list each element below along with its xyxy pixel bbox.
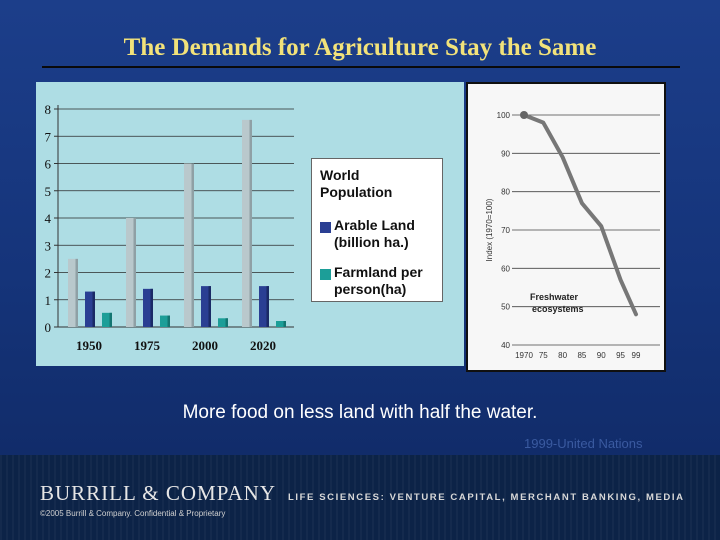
bar-shade-1-3 (266, 286, 269, 327)
series-start-point (520, 111, 528, 119)
x-tick-label: 1950 (76, 338, 102, 353)
bar-shade-0-2 (191, 163, 194, 327)
y-tick-label: 1 (45, 293, 52, 308)
y-tick-label: 50 (501, 303, 510, 312)
source-credit: 1999-United Nations (524, 436, 643, 451)
x-tick-label: 1975 (134, 338, 161, 353)
bar-shade-2-2 (225, 318, 228, 327)
bar-2-1 (160, 315, 170, 327)
y-tick-label: 8 (45, 102, 52, 117)
bar-shade-2-1 (167, 315, 170, 327)
bar-1-1 (143, 288, 153, 327)
bar-1-3 (259, 286, 269, 327)
y-tick-label: 2 (45, 266, 52, 281)
population-bar-chart: 0 1 2 3 4 5 6 7 8 1950 1975 2000 2020 World Populati… (36, 82, 464, 366)
line-chart-svg: 40 50 60 70 80 90 100 Index (1970=100) 1970 75 80 8… (485, 111, 660, 360)
legend-arable-line-2: (billion ha.) (334, 234, 409, 250)
x-tick-label: 90 (597, 351, 606, 360)
series-label-line-2: ecosystems (532, 304, 584, 314)
y-tick-label: 7 (45, 129, 52, 144)
x-tick-label: 2020 (250, 338, 276, 353)
company-tagline: LIFE SCIENCES: VENTURE CAPITAL, MERCHANT… (288, 492, 685, 503)
chart-legend: World Population Arable Land (billion ha… (311, 158, 443, 302)
bar-0-0 (68, 258, 78, 327)
bar-shade-0-3 (249, 119, 252, 328)
bar-shade-2-3 (283, 321, 286, 327)
bar-0-3 (242, 119, 252, 328)
legend-farmland-line-1: Farmland per (334, 264, 423, 280)
series-label-line-1: Freshwater (530, 292, 579, 302)
company-logo: BURRILL & COMPANY (40, 481, 276, 505)
x-tick-label: 99 (632, 351, 641, 360)
freshwater-index-chart: 40 50 60 70 80 90 100 Index (1970=100) 1970 75 80 8… (466, 82, 666, 372)
bar-2-2 (218, 318, 228, 327)
y-tick-label: 100 (497, 111, 511, 120)
x-tick-label: 95 (616, 351, 625, 360)
legend-arable-line-1: Arable Land (334, 217, 415, 233)
title-underline (42, 66, 680, 68)
bar-shade-0-1 (133, 218, 136, 327)
bar-shade-0-0 (75, 258, 78, 327)
legend-population-line-2: Population (320, 184, 393, 200)
x-tick-label: 75 (539, 351, 548, 360)
x-tick-label: 1970 (515, 351, 533, 360)
y-tick-label: 4 (45, 211, 52, 226)
legend-farmland-line-2: person(ha) (334, 281, 407, 297)
legend-arable-swatch (320, 222, 331, 233)
legend-farmland-swatch (320, 269, 331, 280)
bar-2-3 (276, 321, 286, 327)
y-axis-label: Index (1970=100) (485, 198, 494, 261)
slide-caption: More food on less land with half the wat… (182, 402, 538, 423)
y-tick-label: 90 (501, 149, 510, 158)
bar-1-2 (201, 286, 211, 327)
y-tick-label: 60 (501, 264, 510, 273)
x-tick-label: 2000 (192, 338, 218, 353)
legend-population-line-1: World (320, 167, 360, 183)
bar-0-2 (184, 163, 194, 327)
y-tick-label: 5 (45, 184, 52, 199)
x-tick-label: 85 (577, 351, 586, 360)
bar-shade-1-2 (208, 286, 211, 327)
bar-shade-1-0 (92, 291, 95, 327)
footer-bar: BURRILL & COMPANY LIFE SCIENCES: VENTURE… (0, 455, 720, 540)
y-tick-label: 6 (45, 157, 52, 172)
y-tick-label: 40 (501, 341, 510, 350)
slide-title: The Demands for Agriculture Stay the Sam… (123, 34, 597, 61)
y-tick-label: 3 (45, 238, 52, 253)
bar-1-0 (85, 291, 95, 327)
y-tick-label: 0 (45, 320, 52, 335)
freshwater-series-line (522, 113, 638, 317)
y-tick-label: 80 (501, 188, 510, 197)
bar-0-1 (126, 218, 136, 327)
bar-2-0 (102, 312, 112, 327)
bar-shade-1-1 (150, 288, 153, 327)
bar-shade-2-0 (109, 312, 112, 327)
y-tick-label: 70 (501, 226, 510, 235)
copyright-notice: ©2005 Burrill & Company. Confidential & … (40, 509, 226, 518)
x-tick-label: 80 (558, 351, 567, 360)
bar-chart-svg: 0 1 2 3 4 5 6 7 8 1950 1975 2000 2020 (45, 102, 294, 353)
